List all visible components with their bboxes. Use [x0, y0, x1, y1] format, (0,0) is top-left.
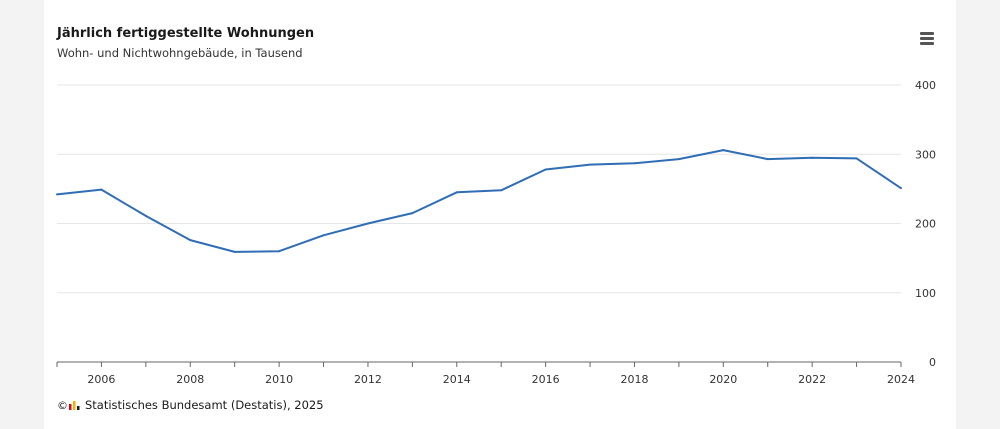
data-point: [589, 163, 592, 166]
x-tick-label: 2014: [443, 373, 471, 386]
series-line: [56, 149, 902, 253]
y-tick-label: 300: [915, 148, 936, 161]
data-point: [633, 162, 636, 165]
data-point: [722, 149, 725, 152]
data-point: [56, 193, 58, 196]
data-point: [366, 222, 369, 225]
data-point: [100, 188, 103, 191]
data-point: [233, 250, 236, 253]
y-tick-label: 400: [915, 79, 936, 92]
x-tick-label: 2012: [354, 373, 382, 386]
source-text: Statistisches Bundesamt (Destatis), 2025: [85, 398, 324, 412]
data-point: [900, 187, 902, 190]
data-point: [322, 234, 325, 237]
data-point: [278, 250, 281, 253]
data-point: [500, 189, 503, 192]
y-tick-label: 100: [915, 287, 936, 300]
destatis-logo-icon: ©: [57, 399, 81, 412]
menu-bar: [920, 37, 934, 40]
data-point: [766, 158, 769, 161]
destatis-bars-icon: [69, 400, 80, 410]
x-tick-label: 2008: [176, 373, 204, 386]
x-tick-label: 2022: [798, 373, 826, 386]
y-tick-label: 200: [915, 218, 936, 231]
menu-bar: [920, 32, 934, 35]
data-point: [189, 239, 192, 242]
copyright-symbol: ©: [57, 398, 68, 412]
data-point: [144, 214, 147, 217]
x-tick-label: 2018: [620, 373, 648, 386]
data-point: [411, 212, 414, 215]
x-tick-label: 2020: [709, 373, 737, 386]
data-point: [544, 168, 547, 171]
data-point: [455, 191, 458, 194]
x-tick-label: 2024: [887, 373, 915, 386]
x-tick-label: 2010: [265, 373, 293, 386]
data-point: [811, 156, 814, 159]
chart-title: Jährlich fertiggestellte Wohnungen: [57, 26, 315, 41]
menu-bar: [920, 42, 934, 45]
data-point: [677, 158, 680, 161]
y-tick-label: 0: [929, 356, 936, 369]
chart-card: [44, 0, 956, 429]
x-tick-label: 2016: [532, 373, 560, 386]
chart-subtitle: Wohn- und Nichtwohngebäude, in Tausend: [57, 46, 303, 60]
hamburger-menu-icon[interactable]: [914, 28, 938, 48]
x-tick-label: 2006: [87, 373, 115, 386]
data-point: [855, 157, 858, 160]
source-footer: © Statistisches Bundesamt (Destatis), 20…: [57, 398, 324, 412]
